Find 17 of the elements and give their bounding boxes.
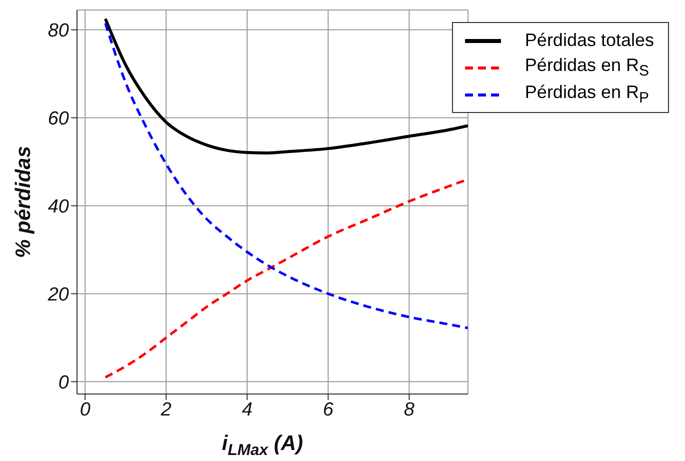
x-tick-label: 2 [160, 399, 172, 420]
line-series [104, 17, 468, 154]
line-series [104, 22, 468, 330]
y-tick-label: 20 [46, 284, 70, 306]
legend-label: Pérdidas en R$_{P}$ [524, 82, 650, 107]
y-tick-label: 80 [48, 20, 70, 42]
y-tick-label: 0 [58, 372, 70, 394]
legend-label: Pérdidas en R$_{S}$ [524, 55, 650, 80]
y-axis-title: % pérdidas [12, 146, 35, 258]
legend-label: Pérdidas totales [524, 30, 654, 51]
x-tick-label: 8 [404, 399, 415, 420]
x-tick-label: 6 [322, 399, 334, 420]
x-tick-label: 0 [80, 399, 91, 420]
x-axis-title: i$_{LMax}$ (A) [222, 432, 304, 459]
x-tick-label: 4 [242, 399, 252, 420]
y-tick-label: 40 [48, 196, 70, 218]
y-tick-label: 60 [48, 108, 70, 130]
